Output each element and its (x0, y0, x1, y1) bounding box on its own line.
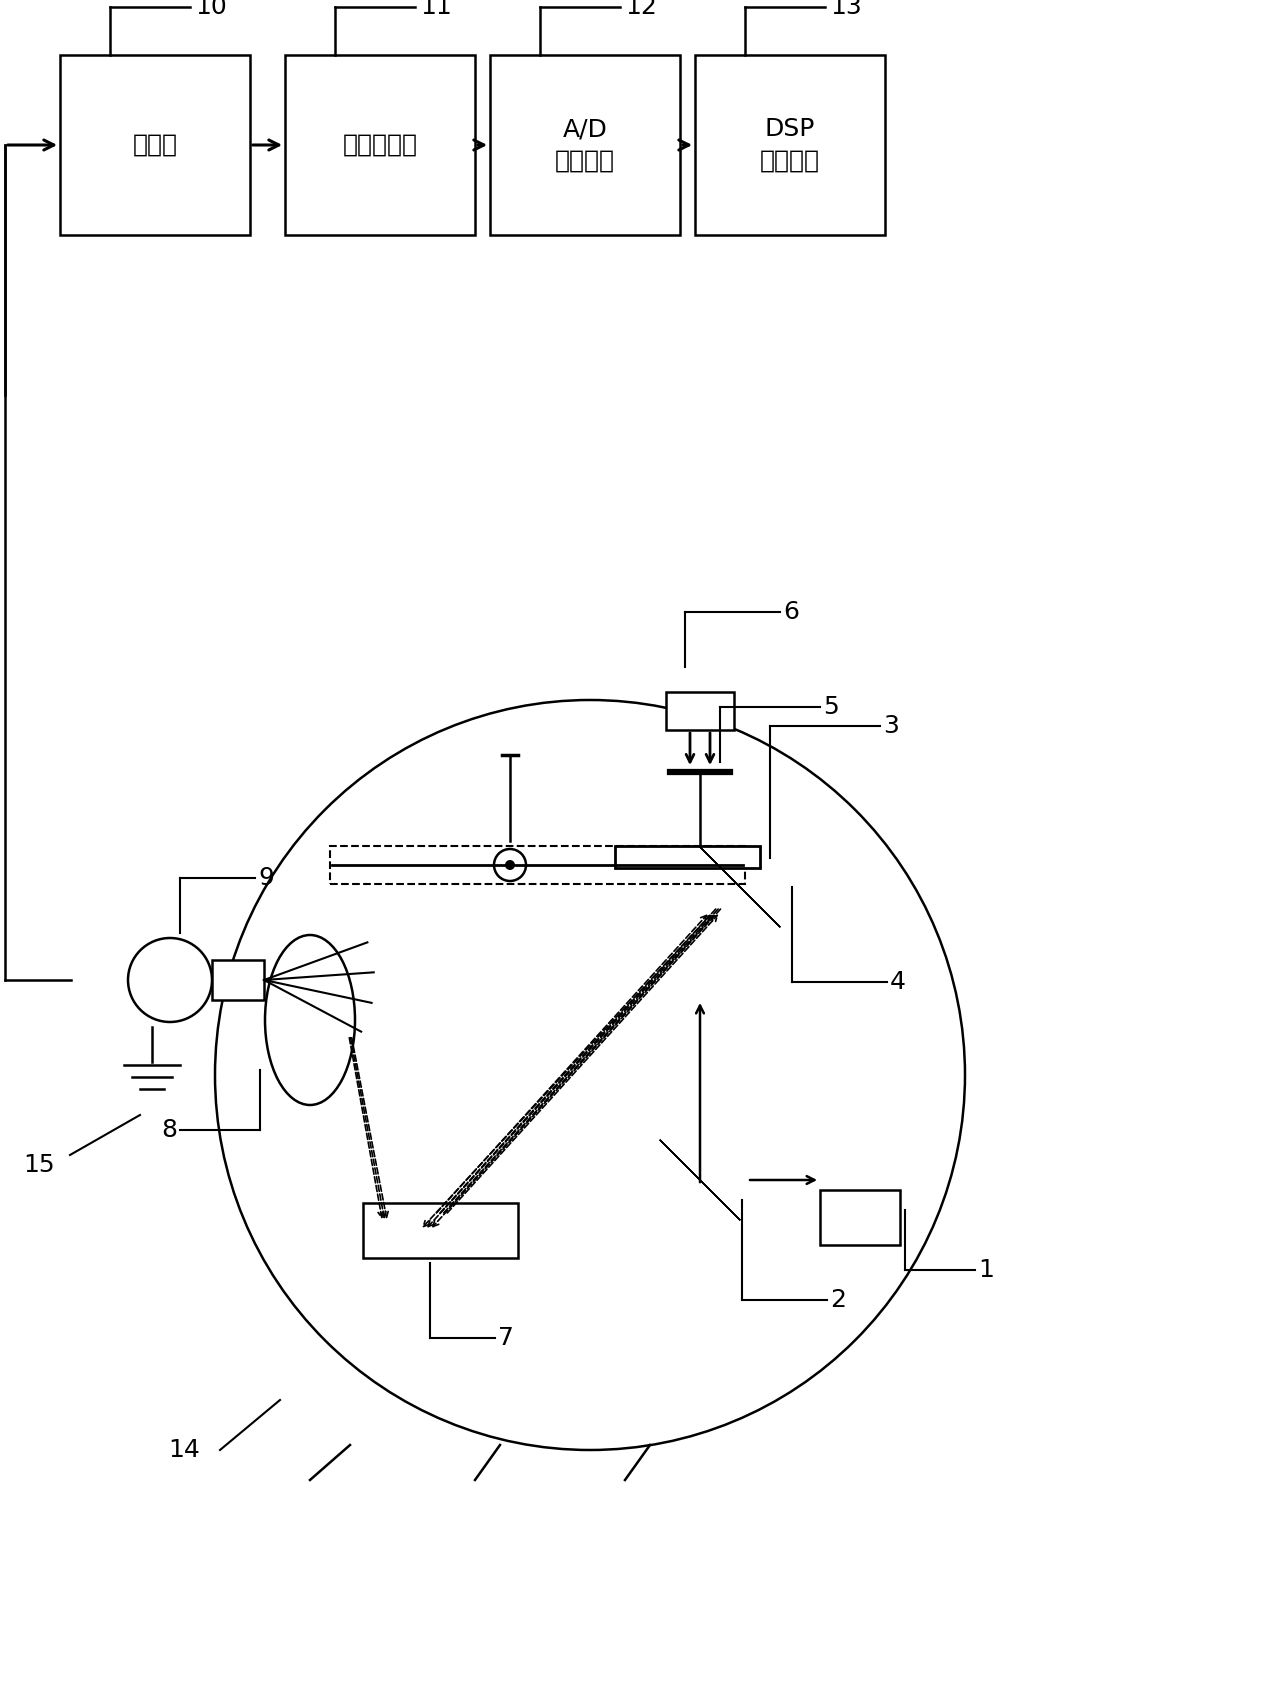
Bar (666, 692, 734, 731)
Text: 2: 2 (831, 1288, 846, 1312)
Text: 1: 1 (978, 1258, 994, 1281)
Bar (213, 959, 264, 1000)
Text: 6: 6 (783, 600, 799, 624)
Text: 7: 7 (498, 1325, 514, 1349)
Text: 4: 4 (890, 970, 907, 993)
Bar (820, 1190, 900, 1246)
Text: 10: 10 (194, 0, 227, 19)
Bar (489, 54, 680, 236)
Text: 3: 3 (884, 714, 899, 737)
Text: 5: 5 (823, 695, 838, 719)
Text: 前置放大器: 前置放大器 (343, 132, 417, 158)
Polygon shape (659, 1139, 741, 1220)
Text: A/D
转换电路: A/D 转换电路 (555, 117, 614, 173)
Bar (696, 54, 885, 236)
Bar (330, 846, 744, 885)
Text: 13: 13 (829, 0, 862, 19)
Text: 11: 11 (420, 0, 452, 19)
Bar (285, 54, 475, 236)
Text: 滤波器: 滤波器 (133, 132, 178, 158)
Text: 15: 15 (23, 1153, 55, 1176)
Text: 12: 12 (625, 0, 657, 19)
Bar (61, 54, 250, 236)
Bar (363, 1203, 518, 1258)
Ellipse shape (265, 936, 355, 1105)
Text: 9: 9 (258, 866, 274, 890)
Text: 8: 8 (161, 1119, 176, 1142)
Circle shape (495, 849, 526, 881)
Text: DSP
微处理器: DSP 微处理器 (760, 117, 820, 173)
Bar (614, 846, 760, 868)
Circle shape (505, 859, 515, 870)
Text: 14: 14 (169, 1437, 200, 1463)
Polygon shape (699, 848, 781, 927)
